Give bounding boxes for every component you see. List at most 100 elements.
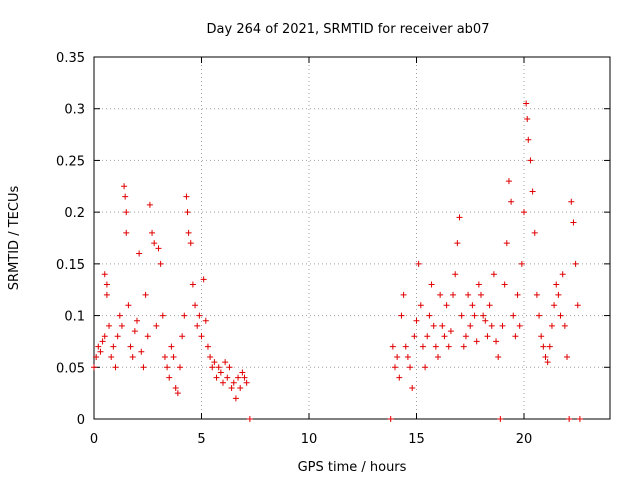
data-point [529, 188, 536, 195]
data-point [443, 302, 450, 309]
data-point [538, 333, 545, 340]
data-point [123, 229, 130, 236]
data-point [572, 260, 579, 267]
data-point [215, 364, 222, 371]
data-point [112, 364, 119, 371]
grid-lines [94, 57, 610, 419]
data-point [177, 364, 183, 371]
data-point [557, 312, 564, 319]
data-point [439, 322, 446, 329]
data-point [101, 271, 108, 278]
data-point [166, 374, 173, 381]
data-point [508, 198, 515, 205]
data-point [430, 322, 437, 329]
data-point [514, 291, 521, 298]
data-point [435, 353, 441, 360]
data-point [484, 333, 491, 340]
data-point [409, 384, 416, 391]
data-point [462, 333, 469, 340]
data-point [181, 312, 188, 319]
data-point [129, 353, 136, 360]
data-point [179, 333, 186, 340]
data-point [103, 281, 110, 288]
data-point [103, 291, 110, 298]
y-axis-label: SRMTID / TECUs [7, 186, 22, 291]
data-point [149, 229, 156, 236]
data-point [533, 291, 540, 298]
data-point [551, 302, 558, 309]
data-point [422, 364, 429, 371]
data-point [460, 343, 467, 350]
data-point [424, 333, 431, 340]
data-point [512, 333, 519, 340]
data-point [170, 353, 177, 360]
data-point [235, 374, 242, 381]
data-point [108, 353, 115, 360]
chart-title: Day 264 of 2021, SRMTID for receiver ab0… [207, 22, 490, 37]
data-point [99, 338, 106, 345]
data-point [398, 312, 405, 319]
data-point [136, 250, 143, 257]
data-point [224, 374, 231, 381]
data-point [394, 353, 401, 360]
data-point [527, 157, 534, 164]
data-point [172, 384, 179, 391]
data-point [570, 219, 577, 226]
data-point [122, 193, 129, 200]
y-tick-label: 0.25 [56, 154, 85, 169]
data-point [389, 343, 396, 350]
data-point [97, 348, 104, 355]
data-point [471, 312, 478, 319]
data-point [576, 416, 583, 422]
data-point [239, 369, 246, 376]
y-tick-label: 0.3 [64, 103, 85, 118]
data-point [542, 353, 549, 360]
data-point [114, 333, 121, 340]
data-point [168, 343, 175, 350]
data-point [456, 214, 463, 221]
data-point [222, 359, 229, 366]
data-point [452, 271, 459, 278]
data-point [194, 322, 201, 329]
data-point [564, 353, 570, 360]
data-point [174, 390, 181, 397]
x-tick-label: 5 [197, 432, 205, 447]
data-point [164, 364, 171, 371]
data-point [490, 271, 497, 278]
axis-ticks: 0 0.05 0.1 0.15 0.2 0.25 0.3 0.35 0 5 10 15 20 [56, 51, 610, 447]
data-point [134, 317, 140, 324]
y-tick-label: 0.2 [64, 206, 85, 221]
data-point [217, 369, 224, 376]
data-point [413, 317, 420, 324]
data-point [189, 281, 196, 288]
data-point [387, 416, 394, 422]
x-tick-label: 20 [516, 432, 533, 447]
data-point [396, 374, 403, 381]
y-tick-label: 0.15 [56, 258, 85, 273]
data-point [407, 364, 414, 371]
data-point [155, 245, 162, 252]
data-point [518, 260, 525, 267]
data-point [211, 359, 218, 366]
data-point [118, 322, 125, 329]
data-point [458, 312, 465, 319]
data-point [202, 317, 209, 324]
data-point [121, 183, 128, 190]
data-point [465, 291, 472, 298]
data-point [548, 322, 555, 329]
y-tick-label: 0.05 [56, 361, 85, 376]
data-point [110, 343, 117, 350]
data-point [478, 291, 484, 298]
data-point [185, 229, 192, 236]
data-point [200, 276, 207, 283]
data-point [91, 364, 97, 371]
data-point [441, 333, 448, 340]
data-point [138, 348, 145, 355]
data-point [510, 312, 517, 319]
data-point [428, 281, 435, 288]
data-point [525, 136, 532, 143]
data-point [499, 322, 506, 329]
data-point [159, 312, 166, 319]
data-point [426, 312, 433, 319]
data-point [447, 328, 454, 335]
